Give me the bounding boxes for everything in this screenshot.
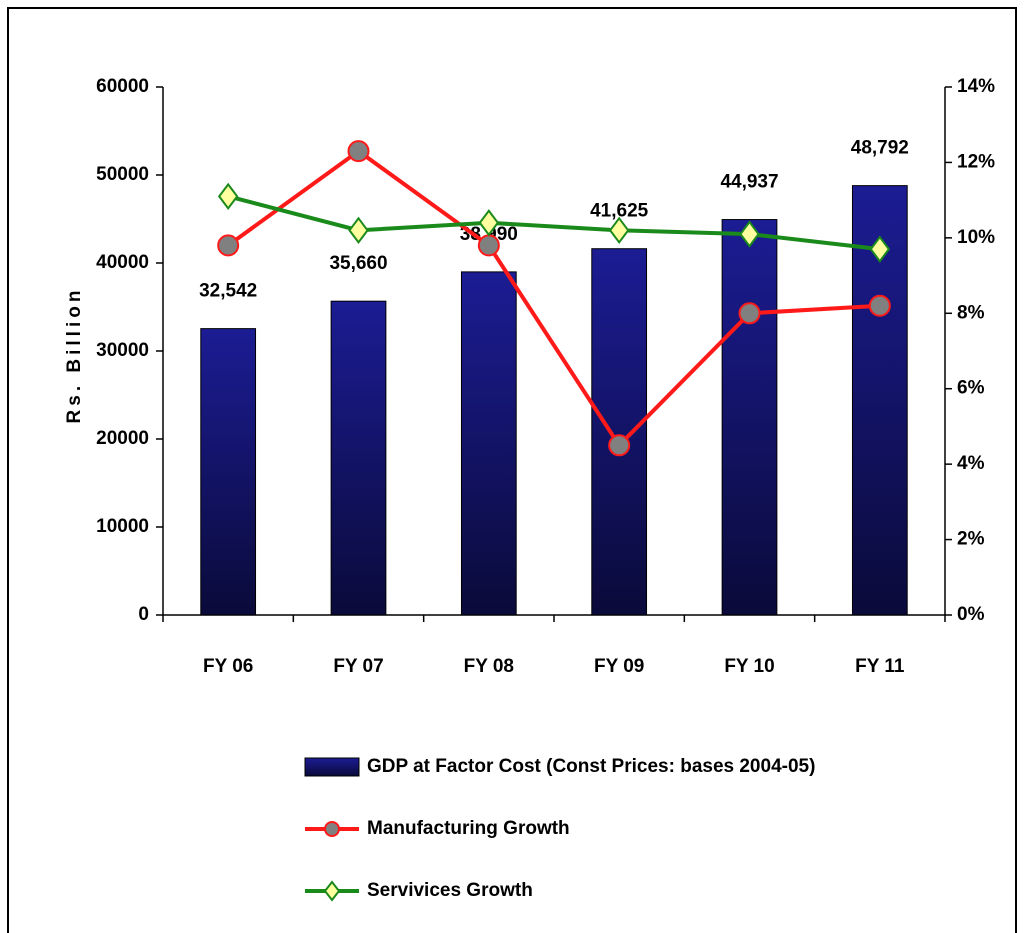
marker: [608, 216, 630, 244]
y2-tick-label: 10%: [957, 227, 995, 248]
y2-tick-label: 14%: [957, 76, 995, 97]
x-tick-label: FY 09: [594, 656, 644, 677]
x-tick-label: FY 10: [724, 656, 774, 677]
marker: [217, 234, 240, 257]
legend-label: Manufacturing Growth: [367, 818, 570, 839]
bar: [460, 271, 517, 616]
y-tick-label: 0: [138, 604, 149, 625]
line: [227, 194, 881, 252]
y-axis-label: Rs. Billion: [64, 287, 85, 424]
marker: [217, 182, 239, 211]
legend-swatch: [304, 757, 360, 777]
y2-tick-label: 4%: [957, 453, 985, 474]
marker: [348, 216, 369, 244]
legend-marker: [324, 821, 340, 837]
line: [226, 148, 880, 449]
marker: [869, 235, 891, 263]
bar: [721, 219, 778, 616]
bar: [591, 248, 648, 616]
data-label: 44,937: [720, 172, 778, 193]
marker: [739, 220, 760, 248]
y2-tick-label: 0%: [957, 604, 985, 625]
marker: [347, 140, 370, 163]
marker: [868, 294, 891, 317]
x-tick-label: FY 08: [464, 656, 514, 677]
frame: [7, 7, 1017, 933]
x-tick-label: FY 07: [333, 656, 383, 677]
marker: [738, 302, 761, 325]
y-tick-label: 10000: [96, 516, 149, 537]
legend-label: Servivices Growth: [367, 880, 533, 901]
y2-tick-label: 8%: [957, 302, 985, 323]
legend-marker: [323, 880, 341, 902]
legend-label: GDP at Factor Cost (Const Prices: bases …: [367, 756, 815, 777]
y2-tick-label: 6%: [957, 378, 985, 399]
marker: [478, 209, 500, 237]
y-tick-label: 30000: [96, 340, 149, 361]
data-label: 48,792: [851, 138, 909, 159]
y-tick-label: 50000: [96, 164, 149, 185]
bar: [200, 328, 257, 616]
x-tick-label: FY 06: [203, 656, 253, 677]
y-tick-label: 20000: [96, 428, 149, 449]
x-tick-label: FY 11: [855, 656, 905, 677]
y-tick-label: 40000: [96, 252, 149, 273]
y2-tick-label: 12%: [957, 151, 995, 172]
data-label: 32,542: [199, 281, 257, 302]
bar: [330, 300, 387, 616]
data-label: 41,625: [590, 201, 649, 222]
y2-tick-label: 2%: [957, 529, 985, 550]
y-tick-label: 60000: [96, 76, 149, 97]
marker: [477, 234, 500, 257]
marker: [608, 434, 631, 457]
data-label: 35,660: [329, 253, 387, 274]
